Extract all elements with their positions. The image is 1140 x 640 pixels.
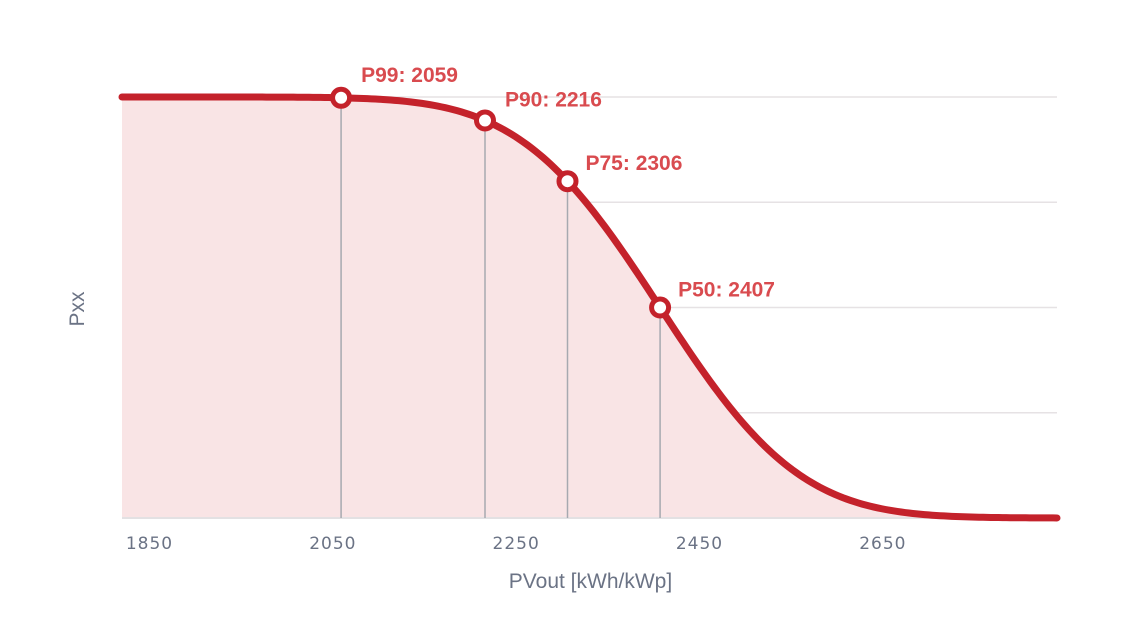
x-tick-label: 2250 — [493, 534, 540, 554]
exceedance-curve-line — [118, 93, 1061, 522]
curve-area-fill — [122, 97, 1057, 518]
x-tick-label: 1850 — [126, 534, 173, 554]
marker-point — [474, 109, 496, 132]
marker-point — [556, 170, 579, 193]
x-tick-label: 2650 — [859, 534, 906, 554]
x-tick-label: 2050 — [309, 534, 356, 554]
y-axis-title: Pxx — [66, 291, 89, 327]
x-tick-label: 2450 — [676, 534, 723, 554]
marker-label: P75: 2306 — [586, 152, 683, 175]
marker-label: P99: 2059 — [361, 64, 458, 87]
marker-label: P50: 2407 — [678, 279, 775, 302]
x-axis-title: PVout [kWh/kWp] — [509, 570, 672, 593]
marker-point — [330, 86, 353, 109]
marker-point — [649, 296, 672, 319]
marker-label: P90: 2216 — [505, 88, 602, 111]
